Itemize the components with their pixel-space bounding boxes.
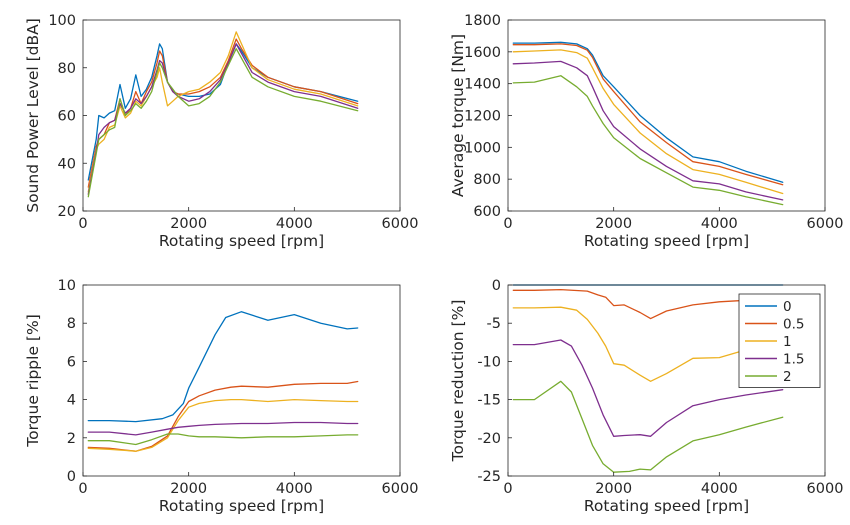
y-tick-label: 10 [58,278,76,294]
y-tick-label: -5 [487,316,501,332]
series-line-2-5 [512,75,784,206]
x-tick-label: 4000 [701,216,738,232]
chart-panel-1: 0 2000 4000 6000 20 40 60 80 100 Rotating speed [… [24,13,418,250]
y-tick-label: -15 [477,393,501,409]
series-line-2-2 [512,43,784,186]
x-axis-title: Rotating speed [rpm] [584,232,749,250]
legend-entry-label: 1 [783,334,792,350]
x-tick-label: 2000 [595,481,632,497]
series-line-4-3 [512,306,784,382]
y-tick-label: 8 [67,316,76,332]
series-line-2-1 [512,41,784,183]
chart-panel-4: 0 2000 4000 6000 -25 -20 -15 -10 -5 0 Rotating spe… [449,278,843,515]
series-line-3-2 [87,380,359,452]
plot-frame [507,284,826,477]
series-line-4-4 [512,339,784,437]
legend: 0 0.51 1.52 [738,293,821,388]
x-axis-title: Rotating speed [rpm] [159,232,324,250]
y-tick-label: 800 [473,172,501,188]
x-tick-label: 2000 [170,216,207,232]
x-tick-label: 4000 [276,481,313,497]
series-line-2-4 [512,60,784,201]
chart-panel-2: 0 2000 4000 6000 600 800 1000 1200 1400 1600 1800 R… [449,13,843,250]
y-tick-label: 1600 [464,45,501,61]
y-axis-title: Torque reduction [%] [449,300,467,463]
x-tick-label: 4000 [701,481,738,497]
x-tick-label: 0 [78,216,87,232]
y-tick-label: 1800 [464,13,501,29]
y-tick-label: -10 [477,354,501,370]
y-tick-label: 600 [473,204,501,220]
x-tick-label: 6000 [382,481,419,497]
plot-frame [82,284,401,477]
series-line-4-5 [512,380,784,473]
y-axis-title: Average torque [Nm] [449,34,467,197]
series-line-1-4 [87,43,359,195]
legend-entry-label: 2 [783,369,792,385]
series-line-3-1 [87,311,359,423]
plot-frame [507,19,826,212]
y-tick-label: 20 [58,204,76,220]
x-tick-label: 2000 [595,216,632,232]
y-tick-label: 0 [67,469,76,485]
x-tick-label: 0 [78,481,87,497]
legend-entry-label: 0.5 [783,317,804,333]
y-tick-label: 0 [492,278,501,294]
chart-panel-3: 0 2000 4000 6000 0 2 4 6 8 10 Rotating speed [rpm]… [24,278,418,515]
y-tick-label: 1200 [464,109,501,125]
y-axis-title: Torque ripple [%] [24,314,42,448]
legend-entry-label: 0 [783,299,792,315]
series-line-1-5 [87,48,359,198]
x-tick-label: 6000 [382,216,419,232]
y-tick-label: 4 [67,393,76,409]
y-axis-title: Sound Power Level [dBA] [24,18,42,213]
y-tick-label: -20 [477,431,501,447]
series-line-3-4 [87,421,359,436]
y-tick-label: 1000 [464,140,501,156]
x-axis-title: Rotating speed [rpm] [159,497,324,515]
x-tick-label: 4000 [276,216,313,232]
y-tick-label: 40 [58,156,76,172]
series-line-4-2 [512,288,784,320]
legend-entry-label: 1.5 [783,352,804,368]
x-tick-label: 0 [503,216,512,232]
x-tick-label: 6000 [807,481,844,497]
y-tick-label: -25 [477,469,501,485]
x-tick-label: 0 [503,481,512,497]
x-axis-title: Rotating speed [rpm] [584,497,749,515]
y-tick-label: 60 [58,109,76,125]
y-tick-label: 100 [48,13,76,29]
series-line-3-5 [87,433,359,446]
y-tick-label: 80 [58,61,76,77]
x-tick-label: 6000 [807,216,844,232]
series-line-3-3 [87,398,359,452]
y-tick-label: 6 [67,354,76,370]
series-line-1-1 [87,43,359,181]
y-tick-label: 2 [67,431,76,447]
series-line-2-3 [512,49,784,195]
x-tick-label: 2000 [170,481,207,497]
y-tick-label: 1400 [464,77,501,93]
